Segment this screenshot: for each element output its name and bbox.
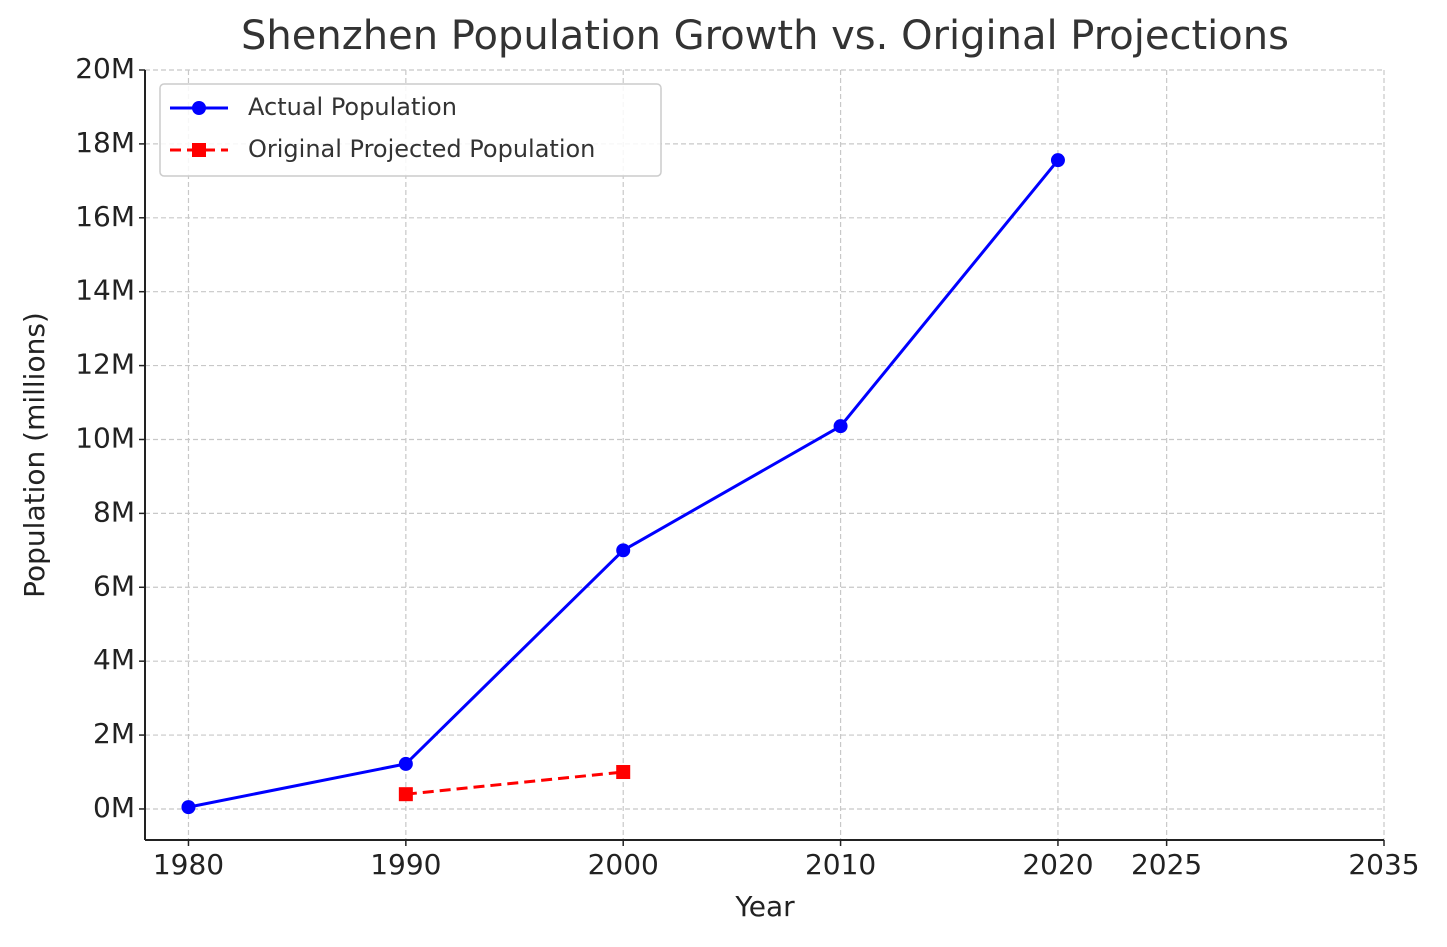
- x-tick-label: 2010: [805, 848, 876, 881]
- marker: [192, 143, 206, 157]
- y-tick-label: 2M: [93, 717, 135, 750]
- y-axis-label: Population (millions): [18, 312, 51, 598]
- y-tick-label: 20M: [75, 52, 135, 85]
- legend-box: [159, 83, 662, 177]
- legend: Actual Population Original Projected Popu…: [159, 83, 662, 177]
- y-tick-label: 8M: [93, 495, 135, 528]
- y-tick-label: 6M: [93, 569, 135, 602]
- y-tick-label: 16M: [75, 200, 135, 233]
- x-tick-label: 2020: [1022, 848, 1093, 881]
- y-tick-label: 14M: [75, 274, 135, 307]
- marker: [398, 756, 413, 771]
- x-tick-label: 2000: [588, 848, 659, 881]
- x-tick-label: 1980: [153, 848, 224, 881]
- marker: [398, 787, 413, 802]
- marker: [1050, 153, 1065, 168]
- marker: [616, 543, 631, 558]
- x-tick-label: 2025: [1131, 848, 1202, 881]
- x-tick-label: 2035: [1348, 848, 1419, 881]
- y-tick-label: 18M: [75, 126, 135, 159]
- x-axis-label: Year: [734, 890, 795, 923]
- marker: [616, 765, 631, 780]
- marker: [192, 101, 206, 115]
- marker: [181, 800, 196, 815]
- series-line: [405, 770, 624, 796]
- legend-label: Original Projected Population: [248, 135, 595, 163]
- legend-label: Actual Population: [248, 93, 457, 121]
- chart-title: Shenzhen Population Growth vs. Original …: [241, 13, 1289, 59]
- y-tick-label: 4M: [93, 643, 135, 676]
- marker: [833, 419, 848, 434]
- x-tick-label: 1990: [370, 848, 441, 881]
- y-tick-label: 10M: [75, 421, 135, 454]
- y-tick-label: 12M: [75, 348, 135, 381]
- y-tick-label: 0M: [93, 791, 135, 824]
